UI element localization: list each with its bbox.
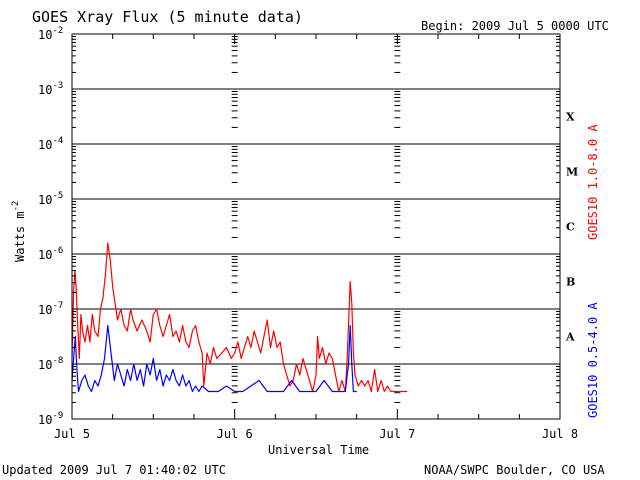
series-long-channel (71, 242, 408, 393)
series-short-channel (71, 324, 357, 393)
begin-time: Begin: 2009 Jul 5 0000 UTC (421, 19, 609, 33)
y-tick-label: 10-3 (38, 81, 63, 97)
flare-class-label: A (565, 331, 575, 344)
chart-title: GOES Xray Flux (5 minute data) (32, 8, 303, 26)
x-axis-label: Universal Time (268, 443, 369, 457)
y-tick-label: 10-4 (38, 136, 63, 152)
legend-long-channel: GOES10 1.0-8.0 A (586, 124, 600, 240)
legend-short-channel: GOES10 0.5-4.0 A (586, 302, 600, 418)
x-tick-label: Jul 8 (542, 427, 578, 441)
grid-lines (72, 88, 560, 365)
y-tick-label: 10-8 (38, 356, 63, 372)
series-layer (71, 242, 408, 393)
x-axis: Jul 5 Jul 6 Jul 7 Jul 8 (54, 34, 578, 441)
y-tick-label: 10-2 (38, 26, 63, 42)
day-tick-marks (229, 33, 403, 403)
flare-class-label: X (566, 111, 575, 124)
x-tick-label: Jul 6 (217, 427, 253, 441)
y-axis-label: Watts m-2 (11, 201, 27, 262)
flare-class-labels: X M C B A (565, 111, 578, 344)
flare-class-label: B (566, 276, 575, 289)
flare-class-label: M (566, 166, 578, 179)
y-axis: 10-9 10-8 10-7 10-6 10-5 10-4 10-3 10-2 (38, 26, 560, 427)
y-tick-label: 10-5 (38, 191, 63, 207)
updated-timestamp: Updated 2009 Jul 7 01:40:02 UTC (2, 463, 226, 477)
y-tick-label: 10-7 (38, 301, 63, 317)
credit-text: NOAA/SWPC Boulder, CO USA (424, 463, 605, 477)
x-tick-label: Jul 5 (54, 427, 90, 441)
y-tick-label: 10-9 (38, 411, 63, 427)
x-tick-label: Jul 7 (379, 427, 415, 441)
flare-class-label: C (566, 221, 575, 234)
y-tick-label: 10-6 (38, 246, 63, 262)
